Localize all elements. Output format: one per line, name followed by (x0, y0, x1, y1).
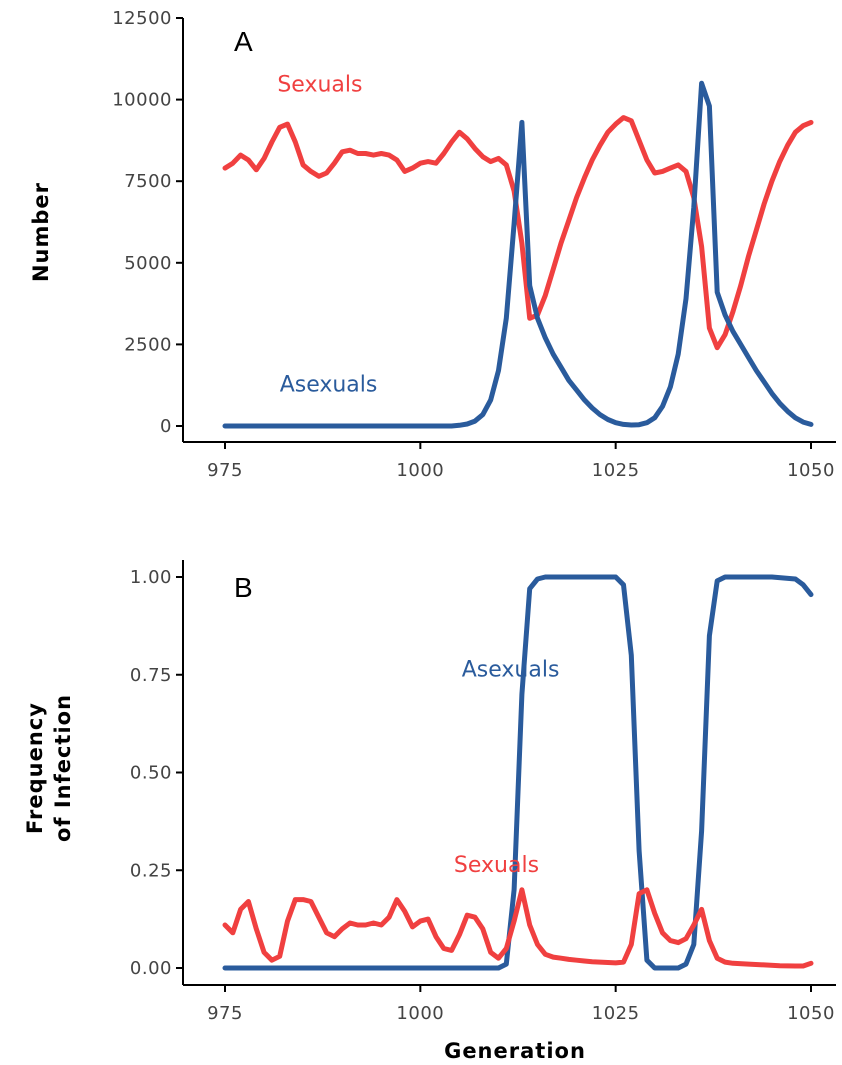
y-tick-label: 0.50 (130, 763, 172, 784)
y-tick-label: 1.00 (130, 567, 172, 588)
y-tick-label: 0.00 (130, 958, 172, 979)
panel-a-y-ticks: 0 2500 5000 7500 10000 12500 (112, 8, 183, 437)
x-tick-label: 1025 (592, 460, 640, 481)
series-line-asexuals (222, 80, 814, 429)
series-annotation-sexuals: Sexuals (454, 853, 539, 878)
panel-b: 0.00 0.25 0.50 0.75 1.00 975 1000 1025 1050 B F… (23, 560, 836, 1063)
panel-b-annotations: Asexuals Sexuals (454, 658, 560, 879)
y-tick-label: 0.25 (130, 860, 172, 881)
panel-b-x-axis-title: Generation (444, 1039, 586, 1063)
x-tick-label: 1000 (396, 460, 444, 481)
panel-b-y-ticks: 0.00 0.25 0.50 0.75 1.00 (130, 567, 183, 979)
panel-a-plot-lines (222, 80, 814, 429)
series-line-sexuals (222, 115, 814, 351)
panel-a-y-axis-title: Number (29, 182, 53, 282)
panel-b-y-axis-title-line1: Frequency (23, 702, 47, 834)
x-tick-label: 1000 (396, 1003, 444, 1024)
panel-a-x-ticks: 975 1000 1025 1050 (207, 442, 835, 481)
series-line-asexuals (222, 574, 814, 971)
y-tick-label: 2500 (124, 334, 172, 355)
x-tick-label: 975 (207, 1003, 243, 1024)
panel-b-plot-lines (222, 574, 814, 971)
x-tick-label: 1050 (787, 460, 835, 481)
y-tick-label: 10000 (112, 90, 172, 111)
y-tick-label: 12500 (112, 8, 172, 29)
series-annotation-asexuals: Asexuals (280, 373, 378, 398)
panel-b-label: B (234, 572, 253, 603)
panel-b-y-axis-title-line2: of Infection (51, 694, 75, 842)
x-tick-label: 1050 (787, 1003, 835, 1024)
series-line-sexuals (222, 887, 814, 969)
panel-a-annotations: Sexuals Asexuals (277, 72, 377, 397)
y-tick-label: 0.75 (130, 665, 172, 686)
x-tick-label: 1025 (592, 1003, 640, 1024)
series-annotation-asexuals: Asexuals (462, 658, 560, 683)
series-annotation-sexuals: Sexuals (277, 72, 362, 97)
panel-a-label: A (234, 26, 253, 57)
panel-b-x-ticks: 975 1000 1025 1050 (207, 985, 835, 1024)
y-tick-label: 0 (160, 416, 172, 437)
y-tick-label: 7500 (124, 171, 172, 192)
x-tick-label: 975 (207, 460, 243, 481)
y-tick-label: 5000 (124, 253, 172, 274)
